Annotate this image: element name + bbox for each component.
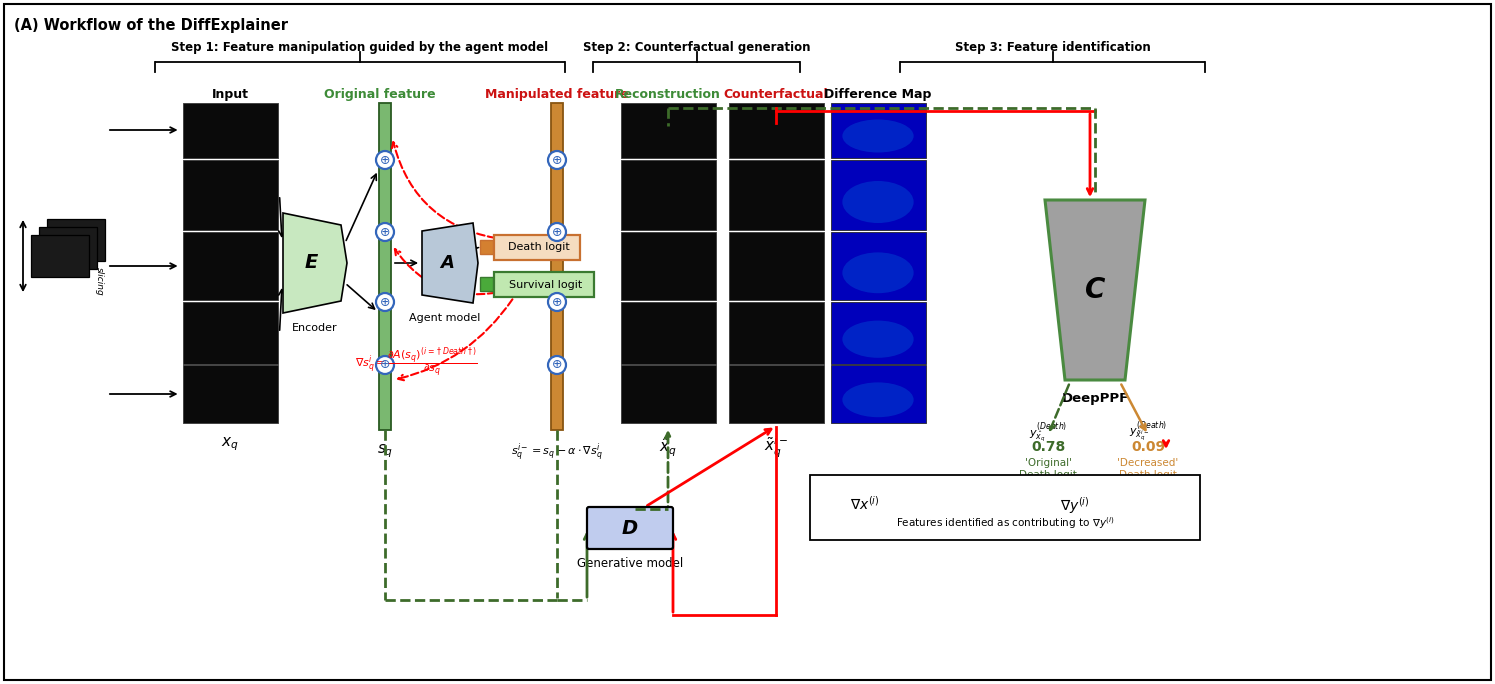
Text: $\hat{x}_q$: $\hat{x}_q$ xyxy=(659,435,677,458)
Polygon shape xyxy=(283,213,347,313)
Text: E: E xyxy=(305,254,317,272)
Text: Counterfactual: Counterfactual xyxy=(724,88,828,101)
Text: ⊕: ⊕ xyxy=(380,226,390,239)
Text: C: C xyxy=(1085,276,1105,304)
Text: Encoder: Encoder xyxy=(292,323,338,333)
Circle shape xyxy=(377,223,395,241)
Text: ⊕: ⊕ xyxy=(552,153,562,166)
Bar xyxy=(46,219,105,261)
Text: Step 1: Feature manipulation guided by the agent model: Step 1: Feature manipulation guided by t… xyxy=(172,41,549,54)
Bar xyxy=(480,277,493,291)
Polygon shape xyxy=(1045,200,1145,380)
Text: $\nabla s_q^i = \dfrac{\partial A(s_q)^{(i=\dagger Death\dagger)}}{\partial s_q}: $\nabla s_q^i = \dfrac{\partial A(s_q)^{… xyxy=(354,345,478,380)
Text: $y_{\tilde{x}_q^{i-}}^{(Death)}$: $y_{\tilde{x}_q^{i-}}^{(Death)}$ xyxy=(1129,420,1168,445)
Bar xyxy=(831,302,925,364)
Text: Difference Map: Difference Map xyxy=(824,88,931,101)
Text: ⊕: ⊕ xyxy=(552,295,562,308)
Ellipse shape xyxy=(842,382,913,417)
Text: ⊕: ⊕ xyxy=(380,295,390,308)
Bar xyxy=(552,103,564,430)
Text: (A) Workflow of the DiffExplainer: (A) Workflow of the DiffExplainer xyxy=(13,18,289,33)
Text: Original feature: Original feature xyxy=(324,88,437,101)
Bar xyxy=(182,103,278,158)
Bar xyxy=(728,365,824,423)
Bar xyxy=(620,232,716,300)
Text: $\nabla x^{(i)}$: $\nabla x^{(i)}$ xyxy=(851,495,879,513)
Text: $y_{\hat{x}_q}^{(Death)}$: $y_{\hat{x}_q}^{(Death)}$ xyxy=(1029,420,1067,445)
Bar xyxy=(728,160,824,230)
Text: Reconstruction: Reconstruction xyxy=(614,88,721,101)
Circle shape xyxy=(377,151,395,169)
Ellipse shape xyxy=(842,321,913,358)
Text: Input: Input xyxy=(211,88,248,101)
Text: 0.78: 0.78 xyxy=(1032,440,1064,454)
Text: slicing: slicing xyxy=(96,267,105,295)
Text: ⊕: ⊕ xyxy=(380,358,390,371)
Bar xyxy=(182,232,278,300)
Bar xyxy=(39,227,97,269)
Text: ⊕: ⊕ xyxy=(552,358,562,371)
Bar xyxy=(728,232,824,300)
Bar xyxy=(480,240,493,254)
Text: $s_q^{i-} = s_q - \alpha \cdot \nabla s_q^i$: $s_q^{i-} = s_q - \alpha \cdot \nabla s_… xyxy=(511,442,602,464)
Bar xyxy=(182,160,278,230)
Text: DeepPPF: DeepPPF xyxy=(1061,392,1129,405)
Text: Agent model: Agent model xyxy=(410,313,481,323)
Text: 0.09: 0.09 xyxy=(1130,440,1165,454)
Bar xyxy=(728,103,824,158)
Text: $s_q$: $s_q$ xyxy=(377,442,393,460)
Bar xyxy=(31,235,90,277)
Circle shape xyxy=(549,223,567,241)
Text: $\nabla y^{(i)}$: $\nabla y^{(i)}$ xyxy=(1060,495,1090,516)
Bar xyxy=(182,365,278,423)
Text: ⊕: ⊕ xyxy=(552,226,562,239)
Bar xyxy=(810,475,1200,540)
Ellipse shape xyxy=(842,120,913,153)
Text: Manipulated feature: Manipulated feature xyxy=(484,88,629,101)
Bar xyxy=(380,103,392,430)
Text: ⊕: ⊕ xyxy=(380,153,390,166)
Text: Step 3: Feature identification: Step 3: Feature identification xyxy=(955,41,1150,54)
Circle shape xyxy=(377,293,395,311)
Bar xyxy=(620,302,716,364)
Circle shape xyxy=(549,293,567,311)
Text: D: D xyxy=(622,518,638,538)
Text: Generative model: Generative model xyxy=(577,557,683,570)
Text: A: A xyxy=(440,254,454,272)
Circle shape xyxy=(549,356,567,374)
Ellipse shape xyxy=(842,252,913,293)
Bar xyxy=(620,160,716,230)
Text: $x_q$: $x_q$ xyxy=(221,435,239,453)
Polygon shape xyxy=(422,223,478,303)
Circle shape xyxy=(549,151,567,169)
Bar xyxy=(831,365,925,423)
Bar xyxy=(620,365,716,423)
Bar xyxy=(831,103,925,158)
Text: 'Decreased'
Death logit: 'Decreased' Death logit xyxy=(1117,458,1178,479)
Bar xyxy=(831,160,925,230)
Bar xyxy=(620,103,716,158)
Text: Survival logit: Survival logit xyxy=(510,280,583,289)
Bar xyxy=(493,235,580,260)
Text: Features identified as contributing to $\nabla y^{(i)}$: Features identified as contributing to $… xyxy=(896,515,1114,531)
Circle shape xyxy=(377,356,395,374)
Text: 'Original'
Death logit: 'Original' Death logit xyxy=(1020,458,1076,479)
Bar xyxy=(728,302,824,364)
FancyBboxPatch shape xyxy=(588,507,673,549)
Bar xyxy=(493,272,594,297)
Bar xyxy=(182,302,278,364)
Ellipse shape xyxy=(842,181,913,223)
Text: Step 2: Counterfactual generation: Step 2: Counterfactual generation xyxy=(583,41,810,54)
Text: Death logit: Death logit xyxy=(508,243,570,252)
Bar xyxy=(831,232,925,300)
Text: $\tilde{x}_q^{i-}$: $\tilde{x}_q^{i-}$ xyxy=(764,435,788,460)
